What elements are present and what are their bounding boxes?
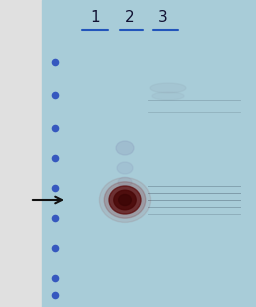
Point	[53, 276, 57, 281]
Point	[53, 126, 57, 130]
Ellipse shape	[117, 162, 133, 174]
Ellipse shape	[104, 182, 146, 218]
Ellipse shape	[99, 178, 151, 222]
Ellipse shape	[150, 83, 186, 93]
Text: 3: 3	[158, 10, 168, 25]
Ellipse shape	[119, 194, 131, 206]
Ellipse shape	[114, 190, 136, 210]
Point	[53, 246, 57, 251]
Text: 1: 1	[90, 10, 100, 25]
Point	[53, 60, 57, 64]
Point	[53, 156, 57, 161]
Bar	[42, 0, 256, 307]
Point	[53, 216, 57, 220]
Ellipse shape	[118, 177, 132, 187]
Ellipse shape	[152, 92, 184, 100]
Point	[53, 185, 57, 190]
Point	[53, 92, 57, 97]
Ellipse shape	[116, 141, 134, 155]
Point	[53, 293, 57, 297]
Ellipse shape	[109, 186, 141, 214]
Text: 2: 2	[125, 10, 135, 25]
Bar	[0, 0, 42, 307]
